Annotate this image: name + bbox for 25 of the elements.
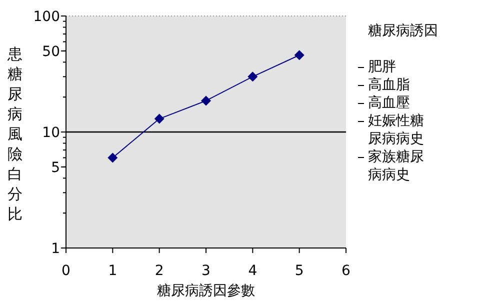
y-tick-label: 10 [42,125,60,141]
y-tick-label: 50 [42,44,60,60]
x-tick-label: 3 [202,263,210,279]
x-tick-label: 6 [342,263,351,279]
x-tick-label: 4 [248,263,258,279]
point [294,50,304,60]
point [108,152,118,163]
x-axis-title: 糖尿病誘因參數 [157,283,255,299]
text: 肥胖 [368,58,397,76]
point [201,96,211,106]
text: 高血脂 [368,76,411,94]
y-tick-label: 100 [33,9,60,25]
text: 患糖尿病風險白分比 [8,45,22,223]
point [248,72,258,82]
text: 家族糖尿病病史 [368,148,425,184]
x-tick-label: 2 [154,263,164,279]
y-tick-label: 1 [51,241,60,257]
x-tick-label: 5 [294,263,304,279]
point [154,114,164,124]
legend-title: 糖尿病誘因 [368,22,439,40]
x-tick-label: 0 [62,263,70,279]
text: 妊娠性糖尿病病史 [368,112,425,148]
text: 高血壓 [368,94,411,112]
y-tick-label: 5 [51,160,60,176]
x-tick-label: 1 [108,263,118,279]
